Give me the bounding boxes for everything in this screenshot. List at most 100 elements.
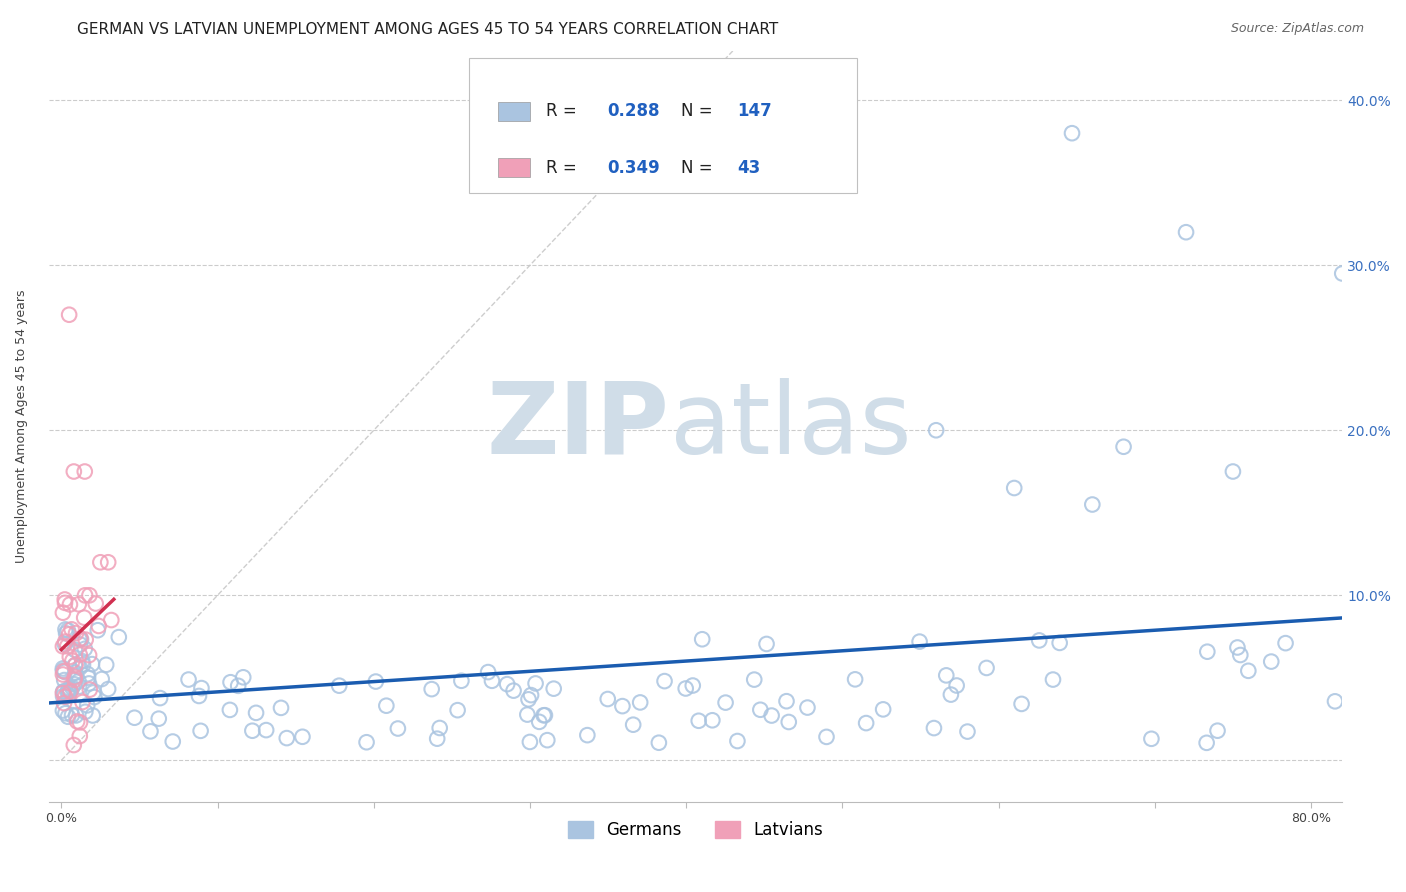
- Point: [481, 673, 503, 688]
- Point: [702, 713, 724, 727]
- Point: [69, 715, 91, 730]
- Point: [65, 669, 87, 683]
- Point: [1206, 723, 1229, 738]
- Point: [59, 598, 82, 612]
- Point: [596, 692, 619, 706]
- Point: [83, 690, 105, 704]
- Point: [232, 670, 254, 684]
- Point: [107, 630, 129, 644]
- Point: [1112, 440, 1135, 454]
- Point: [761, 708, 783, 723]
- Point: [62, 654, 84, 668]
- Point: [543, 681, 565, 696]
- Point: [628, 695, 651, 709]
- Point: [291, 730, 314, 744]
- Point: [59, 649, 82, 664]
- Point: [62, 738, 84, 752]
- Point: [80, 657, 103, 671]
- Text: 0.349: 0.349: [607, 159, 661, 177]
- Text: ZIP: ZIP: [486, 377, 669, 475]
- Point: [79, 682, 101, 697]
- Point: [69, 632, 91, 646]
- Point: [52, 685, 75, 699]
- Point: [52, 667, 75, 681]
- Point: [75, 705, 97, 719]
- Point: [714, 696, 737, 710]
- Point: [149, 691, 172, 706]
- Point: [1049, 636, 1071, 650]
- Point: [1195, 736, 1218, 750]
- Point: [477, 665, 499, 679]
- Point: [73, 465, 96, 479]
- Point: [188, 689, 211, 703]
- Point: [82, 685, 104, 699]
- Point: [688, 714, 710, 728]
- Legend: Germans, Latvians: Germans, Latvians: [561, 814, 830, 846]
- Point: [690, 632, 713, 647]
- Point: [328, 679, 350, 693]
- Point: [73, 610, 96, 624]
- Point: [245, 706, 267, 720]
- Point: [53, 673, 76, 687]
- Point: [52, 664, 75, 678]
- Point: [1042, 673, 1064, 687]
- Point: [1197, 645, 1219, 659]
- Point: [364, 674, 387, 689]
- Point: [53, 634, 76, 648]
- Point: [429, 721, 451, 735]
- Point: [139, 724, 162, 739]
- Point: [69, 648, 91, 662]
- Point: [939, 688, 962, 702]
- Point: [97, 555, 120, 569]
- Point: [796, 700, 818, 714]
- Point: [63, 642, 86, 657]
- FancyBboxPatch shape: [470, 58, 858, 194]
- Point: [1028, 633, 1050, 648]
- Point: [76, 667, 98, 681]
- Point: [517, 692, 540, 706]
- Text: R =: R =: [546, 103, 582, 120]
- Point: [1229, 648, 1251, 662]
- Point: [516, 707, 538, 722]
- Point: [524, 676, 547, 690]
- Text: atlas: atlas: [669, 377, 911, 475]
- Point: [675, 681, 697, 696]
- Point: [52, 640, 75, 654]
- Point: [53, 592, 76, 607]
- Point: [1331, 267, 1354, 281]
- Point: [53, 696, 76, 710]
- Point: [53, 596, 76, 610]
- Point: [533, 708, 555, 723]
- Point: [67, 632, 90, 647]
- Point: [97, 681, 120, 696]
- Point: [56, 624, 79, 638]
- Point: [815, 730, 838, 744]
- Point: [520, 688, 543, 702]
- Point: [82, 708, 104, 723]
- Point: [1081, 498, 1104, 512]
- Point: [77, 676, 100, 690]
- Point: [1274, 636, 1296, 650]
- Point: [1237, 664, 1260, 678]
- Point: [72, 695, 94, 709]
- Point: [576, 728, 599, 742]
- Point: [58, 308, 80, 322]
- Text: N =: N =: [682, 159, 718, 177]
- Point: [56, 710, 79, 724]
- FancyBboxPatch shape: [498, 159, 530, 178]
- Point: [67, 674, 90, 689]
- Point: [58, 627, 80, 641]
- Point: [654, 674, 676, 689]
- Point: [58, 688, 80, 702]
- Point: [52, 665, 75, 679]
- Y-axis label: Unemployment Among Ages 45 to 54 years: Unemployment Among Ages 45 to 54 years: [15, 289, 28, 563]
- Point: [52, 704, 75, 718]
- Point: [935, 668, 957, 682]
- Point: [1226, 640, 1249, 655]
- Point: [52, 686, 75, 700]
- Point: [219, 675, 242, 690]
- Text: GERMAN VS LATVIAN UNEMPLOYMENT AMONG AGES 45 TO 54 YEARS CORRELATION CHART: GERMAN VS LATVIAN UNEMPLOYMENT AMONG AGE…: [77, 22, 779, 37]
- Point: [621, 717, 644, 731]
- Point: [124, 711, 146, 725]
- Text: 147: 147: [737, 103, 772, 120]
